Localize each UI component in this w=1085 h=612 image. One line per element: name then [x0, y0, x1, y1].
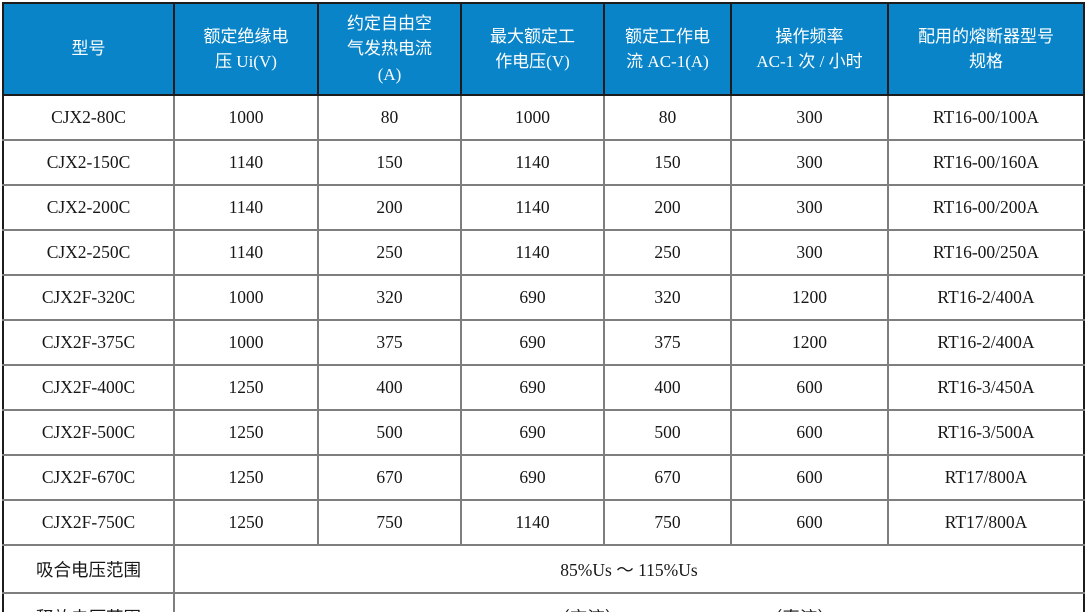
cell-model: CJX2F-400C	[2, 364, 175, 411]
cell-working-current: 320	[603, 274, 732, 321]
cell-thermal-current: 250	[317, 229, 462, 276]
cell-fuse-spec: RT16-00/100A	[887, 94, 1085, 141]
cell-fuse-spec: RT16-00/250A	[887, 229, 1085, 276]
cell-operation-frequency: 300	[730, 229, 889, 276]
cell-model: CJX2F-500C	[2, 409, 175, 456]
cell-insulation-voltage: 1250	[173, 364, 319, 411]
cell-working-current: 250	[603, 229, 732, 276]
table-row: CJX2F-320C 1000 320 690 320 1200 RT16-2/…	[2, 274, 1085, 321]
cell-thermal-current: 80	[317, 94, 462, 141]
table-row: CJX2F-750C 1250 750 1140 750 600 RT17/80…	[2, 499, 1085, 546]
cell-thermal-current: 375	[317, 319, 462, 366]
cell-fuse-spec: RT16-2/400A	[887, 319, 1085, 366]
header-row: 型号 额定绝缘电 压 Ui(V) 约定自由空 气发热电流 (A) 最大额定工 作…	[2, 2, 1085, 96]
footer-row-pickup-voltage: 吸合电压范围 85%Us ～ 115%Us	[2, 544, 1085, 594]
cell-model: CJX2-250C	[2, 229, 175, 276]
cell-max-working-voltage: 1140	[460, 499, 605, 546]
table-row: CJX2F-500C 1250 500 690 500 600 RT16-3/5…	[2, 409, 1085, 456]
footer-row-release-voltage: 释放电压范围 20%Us ～ 75%Us（交流）； 10%Us ～ 70%Us（…	[2, 592, 1085, 612]
cell-fuse-spec: RT16-3/500A	[887, 409, 1085, 456]
cell-insulation-voltage: 1140	[173, 184, 319, 231]
cell-thermal-current: 750	[317, 499, 462, 546]
cell-insulation-voltage: 1000	[173, 94, 319, 141]
cell-insulation-voltage: 1140	[173, 229, 319, 276]
table-row: CJX2-250C 1140 250 1140 250 300 RT16-00/…	[2, 229, 1085, 276]
table-row: CJX2-150C 1140 150 1140 150 300 RT16-00/…	[2, 139, 1085, 186]
footer-label-release-voltage: 释放电压范围	[2, 592, 175, 612]
cell-fuse-spec: RT16-2/400A	[887, 274, 1085, 321]
cell-working-current: 400	[603, 364, 732, 411]
cell-working-current: 150	[603, 139, 732, 186]
cell-model: CJX2-200C	[2, 184, 175, 231]
footer-value-pickup-voltage: 85%Us ～ 115%Us	[173, 544, 1085, 594]
cell-working-current: 670	[603, 454, 732, 501]
cell-max-working-voltage: 1140	[460, 184, 605, 231]
cell-thermal-current: 400	[317, 364, 462, 411]
cell-max-working-voltage: 690	[460, 409, 605, 456]
cell-working-current: 500	[603, 409, 732, 456]
cell-working-current: 375	[603, 319, 732, 366]
cell-insulation-voltage: 1250	[173, 499, 319, 546]
cell-operation-frequency: 600	[730, 454, 889, 501]
table-row: CJX2-80C 1000 80 1000 80 300 RT16-00/100…	[2, 94, 1085, 141]
cell-model: CJX2F-320C	[2, 274, 175, 321]
cell-operation-frequency: 300	[730, 184, 889, 231]
cell-working-current: 80	[603, 94, 732, 141]
cell-model: CJX2F-375C	[2, 319, 175, 366]
cell-max-working-voltage: 1000	[460, 94, 605, 141]
table-row: CJX2-200C 1140 200 1140 200 300 RT16-00/…	[2, 184, 1085, 231]
cell-insulation-voltage: 1250	[173, 454, 319, 501]
column-header-fuse-spec: 配用的熔断器型号 规格	[887, 2, 1085, 96]
cell-working-current: 200	[603, 184, 732, 231]
cell-thermal-current: 150	[317, 139, 462, 186]
cell-insulation-voltage: 1000	[173, 319, 319, 366]
cell-max-working-voltage: 690	[460, 319, 605, 366]
cell-operation-frequency: 600	[730, 409, 889, 456]
column-header-model: 型号	[2, 2, 175, 96]
cell-insulation-voltage: 1250	[173, 409, 319, 456]
cell-max-working-voltage: 690	[460, 274, 605, 321]
cell-max-working-voltage: 1140	[460, 139, 605, 186]
cell-operation-frequency: 1200	[730, 319, 889, 366]
column-header-working-current: 额定工作电 流 AC-1(A)	[603, 2, 732, 96]
cell-fuse-spec: RT16-3/450A	[887, 364, 1085, 411]
cell-max-working-voltage: 1140	[460, 229, 605, 276]
cell-operation-frequency: 600	[730, 499, 889, 546]
cell-thermal-current: 320	[317, 274, 462, 321]
cell-fuse-spec: RT17/800A	[887, 454, 1085, 501]
footer-label-pickup-voltage: 吸合电压范围	[2, 544, 175, 594]
cell-max-working-voltage: 690	[460, 364, 605, 411]
cell-operation-frequency: 300	[730, 139, 889, 186]
column-header-operation-frequency: 操作频率 AC-1 次 / 小时	[730, 2, 889, 96]
cell-max-working-voltage: 690	[460, 454, 605, 501]
table-row: CJX2F-400C 1250 400 690 400 600 RT16-3/4…	[2, 364, 1085, 411]
cell-operation-frequency: 1200	[730, 274, 889, 321]
cell-model: CJX2F-670C	[2, 454, 175, 501]
table-row: CJX2F-670C 1250 670 690 670 600 RT17/800…	[2, 454, 1085, 501]
cell-fuse-spec: RT16-00/160A	[887, 139, 1085, 186]
cell-thermal-current: 200	[317, 184, 462, 231]
cell-working-current: 750	[603, 499, 732, 546]
cell-operation-frequency: 300	[730, 94, 889, 141]
cell-model: CJX2F-750C	[2, 499, 175, 546]
cell-thermal-current: 500	[317, 409, 462, 456]
cell-operation-frequency: 600	[730, 364, 889, 411]
column-header-max-working-voltage: 最大额定工 作电压(V)	[460, 2, 605, 96]
cell-thermal-current: 670	[317, 454, 462, 501]
cell-insulation-voltage: 1140	[173, 139, 319, 186]
column-header-insulation-voltage: 额定绝缘电 压 Ui(V)	[173, 2, 319, 96]
cell-insulation-voltage: 1000	[173, 274, 319, 321]
cell-model: CJX2-150C	[2, 139, 175, 186]
footer-value-release-voltage: 20%Us ～ 75%Us（交流）； 10%Us ～ 70%Us（直流）	[173, 592, 1085, 612]
table-row: CJX2F-375C 1000 375 690 375 1200 RT16-2/…	[2, 319, 1085, 366]
column-header-thermal-current: 约定自由空 气发热电流 (A)	[317, 2, 462, 96]
cell-fuse-spec: RT17/800A	[887, 499, 1085, 546]
cell-model: CJX2-80C	[2, 94, 175, 141]
cell-fuse-spec: RT16-00/200A	[887, 184, 1085, 231]
